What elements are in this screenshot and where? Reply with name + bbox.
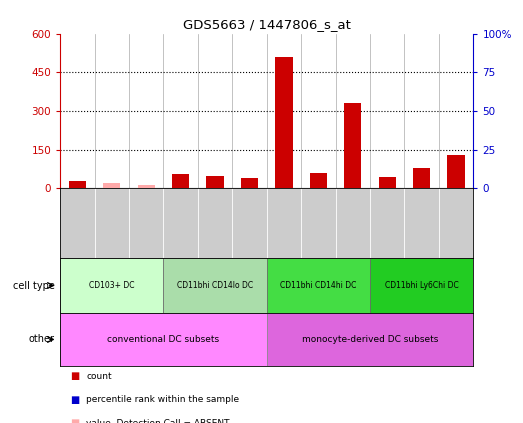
Title: GDS5663 / 1447806_s_at: GDS5663 / 1447806_s_at — [183, 18, 350, 31]
Text: ■: ■ — [71, 418, 80, 423]
Bar — [60, 258, 163, 313]
Bar — [172, 174, 189, 188]
Bar — [267, 258, 370, 313]
Bar — [275, 57, 292, 188]
Bar — [344, 103, 361, 188]
Bar — [103, 184, 120, 188]
Bar — [413, 168, 430, 188]
Bar — [370, 258, 473, 313]
Bar — [103, 183, 120, 188]
Bar — [138, 185, 155, 188]
Bar — [379, 177, 396, 188]
Bar — [69, 181, 86, 188]
Bar — [60, 313, 267, 366]
Text: CD11bhi CD14hi DC: CD11bhi CD14hi DC — [280, 281, 357, 290]
Text: cell type: cell type — [13, 280, 55, 291]
Text: ■: ■ — [71, 395, 80, 405]
Text: monocyte-derived DC subsets: monocyte-derived DC subsets — [302, 335, 438, 344]
Text: ■: ■ — [71, 371, 80, 382]
Text: value, Detection Call = ABSENT: value, Detection Call = ABSENT — [86, 418, 230, 423]
Bar — [163, 258, 267, 313]
Bar — [138, 186, 155, 188]
Bar — [267, 313, 473, 366]
Bar — [207, 176, 224, 188]
Text: CD11bhi CD14lo DC: CD11bhi CD14lo DC — [177, 281, 253, 290]
Text: count: count — [86, 372, 112, 381]
Text: percentile rank within the sample: percentile rank within the sample — [86, 395, 240, 404]
Text: other: other — [29, 335, 55, 344]
Bar — [241, 178, 258, 188]
Bar — [448, 155, 465, 188]
Text: CD103+ DC: CD103+ DC — [89, 281, 134, 290]
Bar — [310, 173, 327, 188]
Text: CD11bhi Ly6Chi DC: CD11bhi Ly6Chi DC — [385, 281, 459, 290]
Text: conventional DC subsets: conventional DC subsets — [107, 335, 220, 344]
